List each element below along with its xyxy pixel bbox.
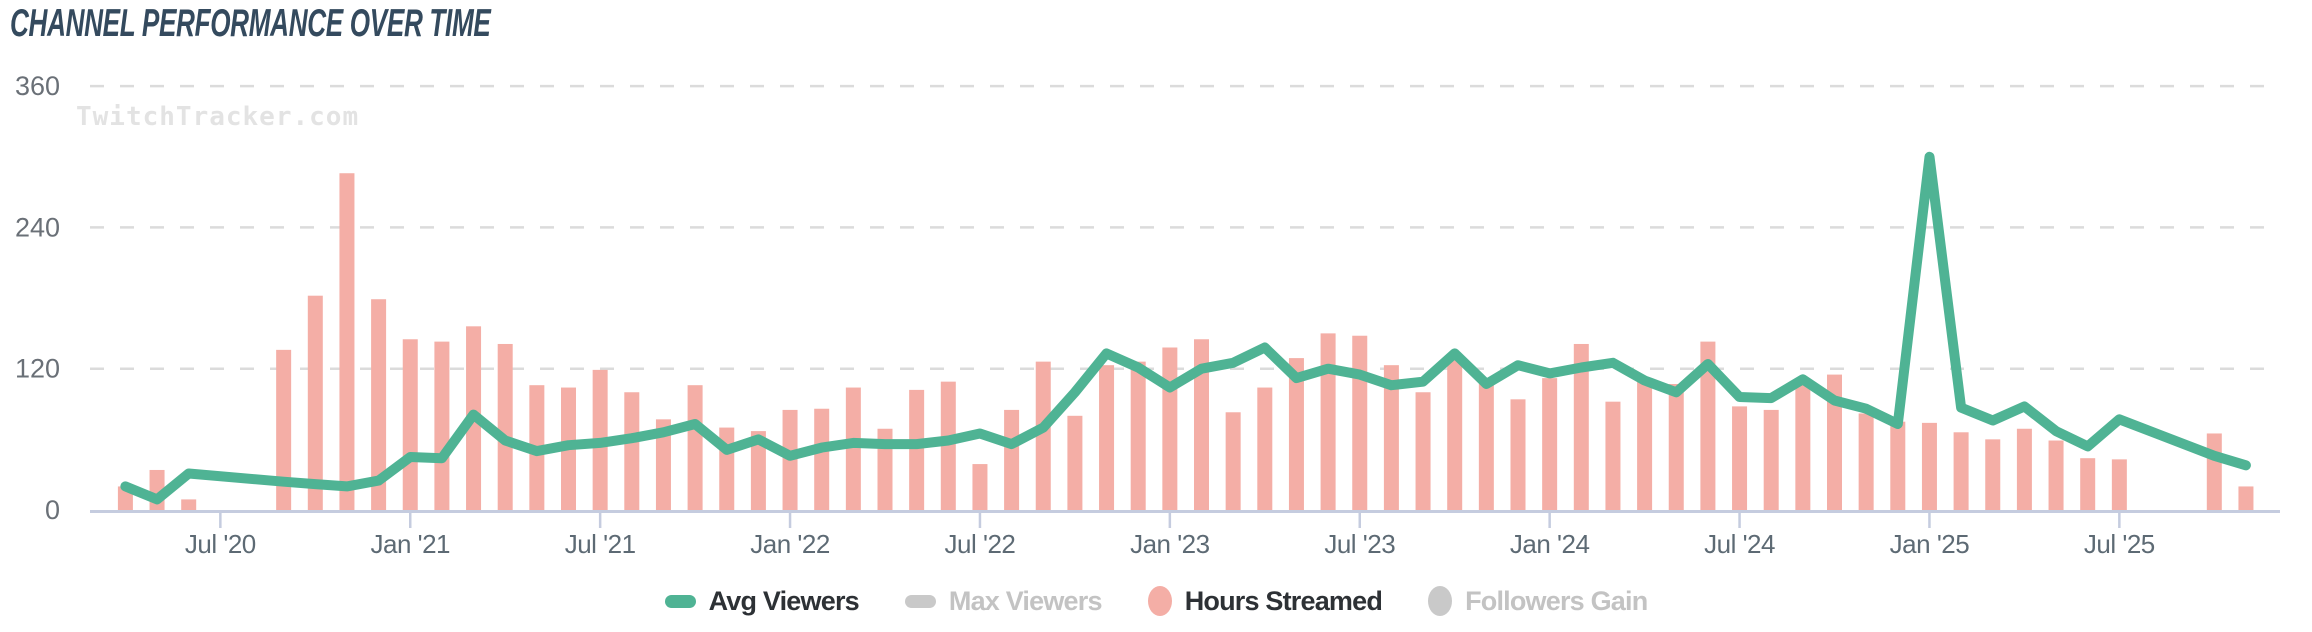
legend-label-hours-streamed: Hours Streamed xyxy=(1184,585,1383,616)
bar-hours-streamed-nov-25[interactable] xyxy=(2238,486,2254,510)
bar-hours-streamed-jul-23[interactable] xyxy=(1352,335,1368,510)
legend-label-max-viewers: Max Viewers xyxy=(948,585,1103,616)
bar-hours-streamed-oct-22[interactable] xyxy=(1067,415,1083,510)
hours-streamed-swatch-icon xyxy=(1147,586,1172,616)
bar-hours-streamed-apr-23[interactable] xyxy=(1257,387,1273,510)
bar-hours-streamed-dec-21[interactable] xyxy=(750,431,766,510)
bar-hours-streamed-may-25[interactable] xyxy=(2048,440,2064,510)
x-tick-label-3: Jan '22 xyxy=(750,529,830,559)
bar-hours-streamed-sep-21[interactable] xyxy=(655,419,671,510)
bar-hours-streamed-feb-24[interactable] xyxy=(1573,343,1589,510)
bar-hours-streamed-feb-21[interactable] xyxy=(434,341,450,510)
bar-hours-streamed-jul-25[interactable] xyxy=(2111,459,2127,510)
bar-hours-streamed-may-23[interactable] xyxy=(1288,358,1304,510)
legend-label-followers-gain: Followers Gain xyxy=(1465,585,1648,616)
x-tick-label-8: Jul '24 xyxy=(1704,529,1775,559)
chart-legend: Avg Viewers Max Viewers Hours Streamed Foll… xyxy=(0,578,2312,624)
bar-hours-streamed-oct-23[interactable] xyxy=(1447,358,1463,510)
bar-hours-streamed-dec-24[interactable] xyxy=(1890,421,1906,510)
hours-streamed-bars xyxy=(117,173,2254,511)
bar-hours-streamed-sep-20[interactable] xyxy=(276,349,292,510)
page-title: CHANNEL PERFORMANCE OVER TIME xyxy=(10,2,491,45)
bar-hours-streamed-oct-25[interactable] xyxy=(2206,433,2222,510)
bar-hours-streamed-dec-20[interactable] xyxy=(371,299,387,510)
y-tick-label-240: 240 xyxy=(15,212,60,242)
bar-hours-streamed-jan-24[interactable] xyxy=(1542,378,1558,510)
y-tick-label-120: 120 xyxy=(15,354,60,384)
bar-hours-streamed-feb-25[interactable] xyxy=(1953,432,1969,510)
legend-item-hours-streamed[interactable]: Hours Streamed xyxy=(1147,585,1383,617)
x-tick-label-10: Jul '25 xyxy=(2084,529,2155,559)
x-tick-label-6: Jul '23 xyxy=(1324,529,1395,559)
legend-item-max-viewers[interactable]: Max Viewers xyxy=(904,585,1103,617)
bar-hours-streamed-jun-25[interactable] xyxy=(2080,458,2096,510)
bar-hours-streamed-aug-24[interactable] xyxy=(1763,409,1779,510)
bar-hours-streamed-jun-24[interactable] xyxy=(1700,341,1716,510)
avg-viewers-swatch-icon xyxy=(664,594,696,608)
bar-hours-streamed-jul-22[interactable] xyxy=(972,464,988,510)
bar-hours-streamed-mar-23[interactable] xyxy=(1225,412,1241,510)
bar-hours-streamed-jan-23[interactable] xyxy=(1162,347,1178,510)
y-tick-labels: 0 120 240 360 xyxy=(15,71,60,525)
bar-hours-streamed-feb-23[interactable] xyxy=(1194,339,1209,510)
bar-hours-streamed-dec-23[interactable] xyxy=(1510,399,1526,510)
x-tick-label-2: Jul '21 xyxy=(565,529,636,559)
bar-hours-streamed-dec-22[interactable] xyxy=(1130,361,1146,510)
bar-hours-streamed-feb-22[interactable] xyxy=(814,408,830,510)
bar-hours-streamed-oct-20[interactable] xyxy=(307,295,323,510)
x-axis: Jul '20 Jan '21 Jul '21 Jan '22 Jul '22 Jan '… xyxy=(90,510,2280,559)
x-tick-label-7: Jan '24 xyxy=(1510,529,1590,559)
followers-gain-swatch-icon xyxy=(1428,586,1453,616)
bar-hours-streamed-jun-23[interactable] xyxy=(1320,333,1336,510)
legend-item-followers-gain[interactable]: Followers Gain xyxy=(1428,585,1648,617)
bar-hours-streamed-jan-21[interactable] xyxy=(402,339,418,510)
bar-hours-streamed-nov-22[interactable] xyxy=(1099,365,1115,510)
bar-hours-streamed-sep-22[interactable] xyxy=(1035,361,1051,510)
legend-item-avg-viewers[interactable]: Avg Viewers xyxy=(664,585,860,617)
x-tick-label-0: Jul '20 xyxy=(185,529,256,559)
bar-hours-streamed-apr-21[interactable] xyxy=(497,343,513,510)
x-tick-label-4: Jul '22 xyxy=(945,529,1016,559)
bar-hours-streamed-mar-25[interactable] xyxy=(1985,439,2001,510)
bar-hours-streamed-nov-20[interactable] xyxy=(339,173,355,511)
avg-viewers-line[interactable] xyxy=(120,151,2251,505)
bar-hours-streamed-oct-21[interactable] xyxy=(687,385,703,510)
y-gridlines xyxy=(90,84,2280,370)
watermark: TwitchTracker.com xyxy=(76,102,360,132)
bar-hours-streamed-aug-22[interactable] xyxy=(1004,409,1020,510)
bar-hours-streamed-oct-24[interactable] xyxy=(1827,374,1842,510)
legend-label-avg-viewers: Avg Viewers xyxy=(708,585,860,616)
bar-hours-streamed-may-24[interactable] xyxy=(1668,384,1684,510)
bar-hours-streamed-may-22[interactable] xyxy=(909,389,925,510)
bar-hours-streamed-jul-24[interactable] xyxy=(1732,406,1748,510)
bar-hours-streamed-jan-25[interactable] xyxy=(1921,422,1937,510)
bar-hours-streamed-nov-24[interactable] xyxy=(1858,413,1874,510)
max-viewers-swatch-icon xyxy=(904,594,936,608)
bar-hours-streamed-aug-23[interactable] xyxy=(1383,365,1399,510)
bar-hours-streamed-sep-23[interactable] xyxy=(1415,392,1431,510)
bar-hours-streamed-mar-24[interactable] xyxy=(1605,401,1621,510)
bar-hours-streamed-jun-22[interactable] xyxy=(940,381,956,510)
y-tick-label-360: 360 xyxy=(15,71,60,101)
y-tick-label-0: 0 xyxy=(45,495,60,525)
x-tick-label-5: Jan '23 xyxy=(1130,529,1210,559)
bar-hours-streamed-aug-21[interactable] xyxy=(624,392,640,510)
bar-hours-streamed-nov-23[interactable] xyxy=(1478,381,1494,510)
bar-hours-streamed-mar-22[interactable] xyxy=(845,387,861,510)
bar-hours-streamed-sep-24[interactable] xyxy=(1795,381,1811,510)
bar-hours-streamed-jun-20[interactable] xyxy=(181,499,197,510)
bar-hours-streamed-apr-24[interactable] xyxy=(1637,379,1653,510)
x-tick-label-9: Jan '25 xyxy=(1890,529,1970,559)
x-tick-label-1: Jan '21 xyxy=(370,529,450,559)
bar-hours-streamed-apr-25[interactable] xyxy=(2016,428,2032,510)
